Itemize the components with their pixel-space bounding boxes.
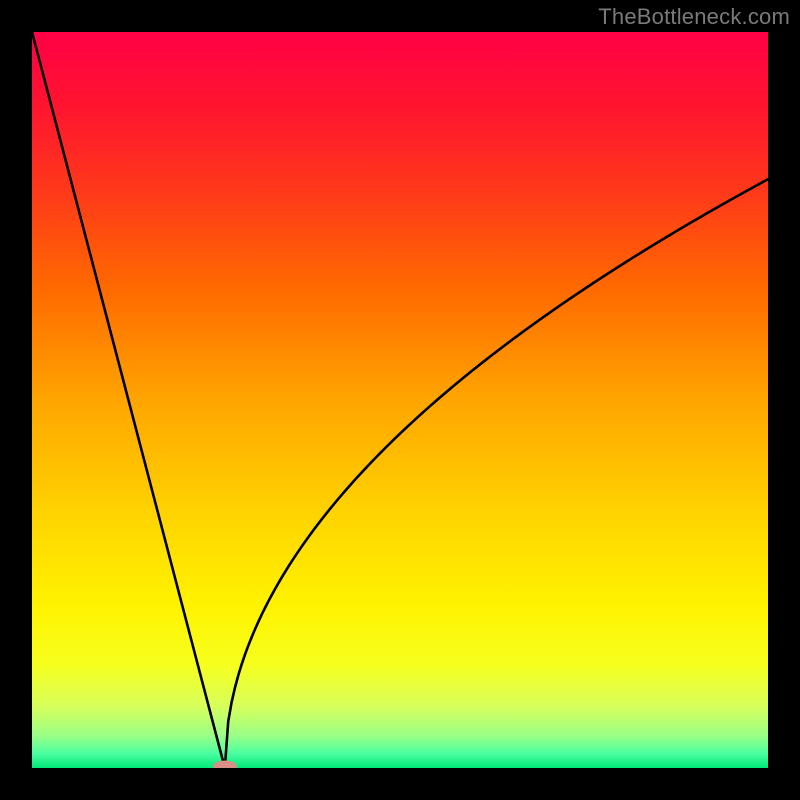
bottleneck-chart <box>32 32 768 768</box>
watermark-text: TheBottleneck.com <box>598 4 790 30</box>
gradient-background <box>32 32 768 768</box>
plot-area <box>32 32 768 768</box>
chart-container: TheBottleneck.com <box>0 0 800 800</box>
